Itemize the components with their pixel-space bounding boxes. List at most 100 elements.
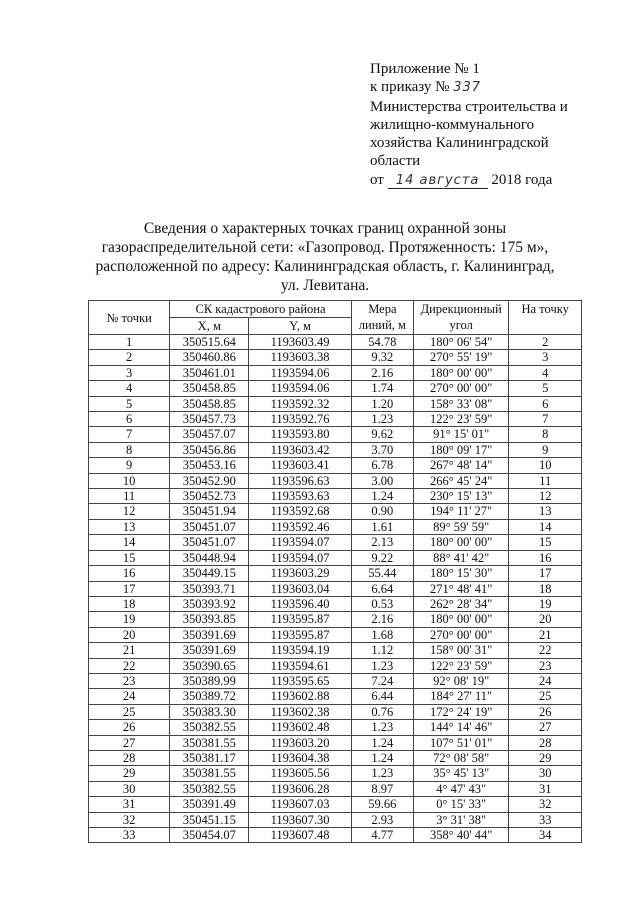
y-coord: 1193603.41	[248, 457, 352, 474]
title-line: Сведения о характерных точках границ охр…	[143, 220, 507, 237]
y-coord: 1193606.28	[248, 780, 352, 798]
direction-angle: 267° 48' 14"	[412, 457, 510, 474]
line-length: 6.64	[350, 580, 414, 597]
line-length: 55.44	[350, 565, 414, 582]
direction-angle: 180° 00' 00"	[412, 534, 510, 551]
x-coord: 350457.73	[169, 411, 250, 428]
line-length: 0.76	[350, 703, 414, 721]
direction-angle: 230° 15' 13"	[412, 488, 510, 505]
to-point: 20	[508, 611, 582, 628]
point-number: 2	[87, 349, 171, 366]
point-number: 32	[87, 811, 171, 829]
y-coord: 1193604.38	[248, 749, 352, 767]
table-row: 30 350382.55 1193606.28 8.97 4° 47' 43" 31	[87, 780, 582, 798]
table-row: 18 350393.92 1193596.40 0.53 262° 28' 34" 19	[87, 595, 582, 613]
line-length: 7.24	[350, 672, 414, 690]
table-row: 17 350393.71 1193603.04 6.64 271° 48' 41" 18	[87, 580, 582, 597]
header-length: Мера линий, м	[350, 300, 414, 335]
to-point: 26	[508, 703, 582, 721]
y-coord: 1193594.07	[248, 549, 352, 567]
table-row: 4 350458.85 1193594.06 1.74 270° 00' 00" 5	[87, 380, 582, 397]
x-coord: 350456.86	[169, 441, 250, 459]
x-coord: 350461.01	[169, 364, 250, 382]
direction-angle: 266° 45' 24"	[412, 472, 510, 490]
x-coord: 350382.55	[169, 719, 250, 736]
direction-angle: 172° 24' 19"	[412, 703, 510, 721]
y-coord: 1193603.04	[248, 580, 352, 597]
table-row: 15 350448.94 1193594.07 9.22 88° 41' 42" 16	[87, 549, 582, 567]
direction-angle: 4° 47' 43"	[412, 780, 510, 798]
to-point: 16	[508, 549, 582, 567]
line-length: 2.13	[350, 534, 414, 551]
table-row: 32 350451.15 1193607.30 2.93 3° 31' 38" 33	[87, 811, 582, 829]
to-point: 9	[508, 441, 582, 459]
table-row: 13 350451.07 1193592.46 1.61 89° 59' 59" 14	[87, 518, 582, 536]
direction-angle: 180° 15' 30"	[412, 565, 510, 582]
line-length: 3.70	[350, 441, 414, 459]
point-number: 3	[87, 364, 171, 382]
title-line: ул. Левитана.	[280, 277, 370, 294]
direction-angle: 89° 59' 59"	[412, 518, 510, 536]
line-length: 1.68	[350, 626, 414, 644]
point-number: 22	[87, 657, 171, 674]
y-coord: 1193603.20	[248, 734, 352, 751]
direction-angle: 262° 28' 34"	[412, 595, 510, 613]
point-number: 7	[87, 426, 171, 443]
table-row: 12 350451.94 1193592.68 0.90 194° 11' 27" 13	[87, 503, 582, 520]
to-point: 19	[508, 595, 582, 613]
handwritten-order-number: 337	[453, 80, 482, 96]
y-coord: 1193607.03	[248, 796, 352, 813]
table-row: 29 350381.55 1193605.56 1.23 35° 45' 13" 30	[87, 765, 582, 782]
direction-angle: 180° 00' 00"	[412, 611, 510, 628]
handwritten-date: 14 августа	[387, 173, 488, 189]
table-row: 24 350389.72 1193602.88 6.44 184° 27' 11" 25	[87, 688, 582, 705]
direction-angle: 358° 40' 44"	[412, 826, 510, 844]
y-coord: 1193603.38	[248, 349, 352, 366]
line-length: 0.90	[350, 503, 414, 520]
line-length: 9.32	[350, 349, 414, 366]
table-row: 6 350457.73 1193592.76 1.23 122° 23' 59" 7	[87, 411, 582, 428]
x-coord: 350452.73	[169, 488, 250, 505]
appendix-block: Приложение № 1 к приказу № 337 Министерс…	[370, 60, 568, 189]
direction-angle: 144° 14' 46"	[412, 719, 510, 736]
y-coord: 1193595.87	[248, 611, 352, 628]
point-number: 15	[87, 549, 171, 567]
y-coord: 1193596.63	[248, 472, 352, 490]
to-point: 2	[508, 333, 582, 351]
point-number: 5	[87, 395, 171, 413]
table-row: 27 350381.55 1193603.20 1.24 107° 51' 01" 28	[87, 734, 582, 751]
x-coord: 350381.17	[169, 749, 250, 767]
line-length: 1.23	[350, 657, 414, 674]
header-angle: Дирекционный угол	[412, 300, 510, 335]
table-row: 9 350453.16 1193603.41 6.78 267° 48' 14" 10	[87, 457, 582, 474]
x-coord: 350393.71	[169, 580, 250, 597]
table-row: 33 350454.07 1193607.48 4.77 358° 40' 44" 34	[87, 826, 582, 844]
point-number: 31	[87, 796, 171, 813]
line-length: 59.66	[350, 796, 414, 813]
y-coord: 1193603.42	[248, 441, 352, 459]
x-coord: 350451.15	[169, 811, 250, 829]
y-coord: 1193602.48	[248, 719, 352, 736]
point-number: 28	[87, 749, 171, 767]
appendix-label: Приложение № 1	[370, 61, 480, 77]
line-length: 1.23	[350, 719, 414, 736]
direction-angle: 122° 23' 59"	[412, 657, 510, 674]
to-point: 28	[508, 734, 582, 751]
x-coord: 350382.55	[169, 780, 250, 798]
direction-angle: 122° 23' 59"	[412, 411, 510, 428]
x-coord: 350391.69	[169, 626, 250, 644]
point-number: 21	[87, 642, 171, 659]
x-coord: 350515.64	[169, 333, 250, 351]
direction-angle: 107° 51' 01"	[412, 734, 510, 751]
to-point: 23	[508, 657, 582, 674]
direction-angle: 180° 00' 00"	[412, 364, 510, 382]
table-row: 11 350452.73 1193593.63 1.24 230° 15' 13" 12	[87, 488, 582, 505]
title-line: расположенной по адресу: Калининградская…	[95, 258, 555, 275]
to-point: 34	[508, 826, 582, 844]
point-number: 6	[87, 411, 171, 428]
line-length: 1.74	[350, 380, 414, 397]
table-row: 14 350451.07 1193594.07 2.13 180° 00' 00" 15	[87, 534, 582, 551]
direction-angle: 35° 45' 13"	[412, 765, 510, 782]
line-length: 0.53	[350, 595, 414, 613]
to-point: 11	[508, 472, 582, 490]
